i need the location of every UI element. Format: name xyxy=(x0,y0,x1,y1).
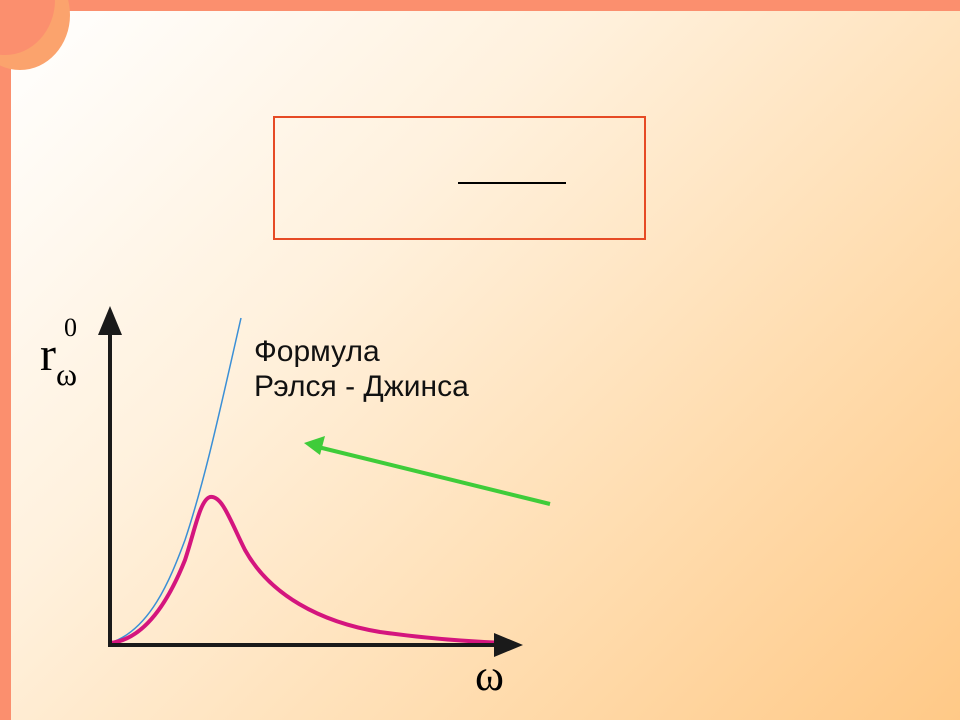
y-axis-label-superscript: 0 xyxy=(64,313,77,342)
planck-curve xyxy=(108,495,507,645)
y-axis-arrowhead xyxy=(98,306,122,335)
formula-box xyxy=(273,116,646,240)
y-axis-label-main: r xyxy=(40,328,56,381)
x-axis-label: ω xyxy=(475,651,504,700)
rayleigh-jeans-curve xyxy=(109,317,242,644)
curve-label-line2: Рэлся - Джинса xyxy=(254,370,469,403)
curve-label-line1: Формула xyxy=(254,335,380,368)
arrow-left-icon xyxy=(304,436,551,506)
fraction-bar xyxy=(458,182,566,184)
y-axis-label-subscript: ω xyxy=(56,356,77,392)
x-axis-arrowhead xyxy=(494,633,523,657)
slide-panel xyxy=(11,11,960,720)
